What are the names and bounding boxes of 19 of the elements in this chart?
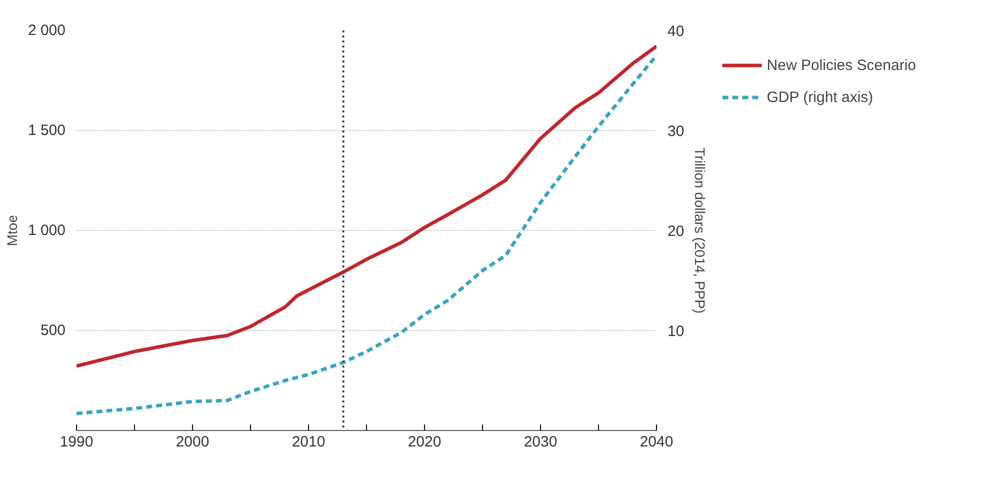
y2-tick-label: 20 [668,223,684,240]
y2-tick-label: 10 [668,323,684,340]
x-tick-label: 2040 [640,434,674,450]
line-series [76,44,656,368]
legend-label: New Policies Scenario [766,56,916,74]
y-tick-label: 500 [40,322,66,339]
x-tick-label: 2000 [176,434,210,450]
y-tick-label: 1 000 [28,222,66,239]
y-tick-label: 1 500 [28,122,66,139]
y2-tick-label: 40 [668,23,684,40]
x-tick-label: 2010 [292,434,326,450]
y-axis-title: Mtoe [4,214,20,246]
y2-axis-title: Trillion dollars (2014, PPP) [692,148,708,314]
legend-label: GDP (right axis) [766,88,874,106]
x-tick-label: 2020 [408,434,442,450]
x-tick-label: 2030 [524,434,558,450]
x-tick-label: 1990 [60,434,94,450]
y-tick-label: 2 000 [28,22,66,39]
y2-tick-label: 30 [668,123,684,140]
